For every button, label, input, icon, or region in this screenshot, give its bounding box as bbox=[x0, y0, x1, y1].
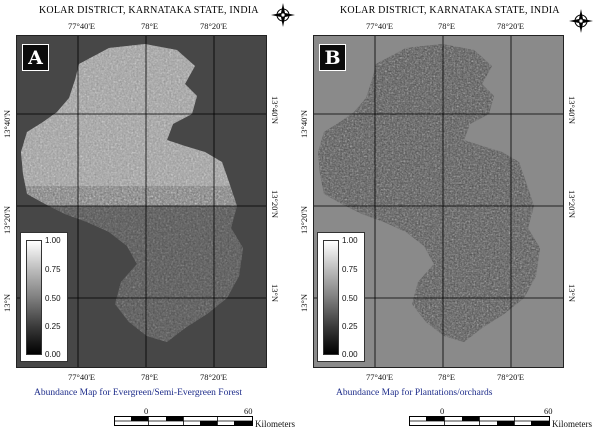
map-caption: Abundance Map for Evergreen/Semi-Evergre… bbox=[34, 388, 243, 398]
legend-label: 0.50 bbox=[45, 294, 61, 303]
abundance-map-forest bbox=[17, 36, 266, 367]
legend-gradient bbox=[26, 240, 42, 355]
scale-unit-label: Kilometers bbox=[552, 419, 592, 429]
lat-tick-right-3: 13°N bbox=[567, 284, 577, 303]
legend-label: 0.00 bbox=[342, 350, 358, 359]
lon-tick-top-1: 77°40'E bbox=[68, 21, 96, 31]
map-frame bbox=[16, 35, 267, 368]
legend-label: 0.00 bbox=[45, 350, 61, 359]
legend-label: 1.00 bbox=[45, 236, 61, 245]
map-title: KOLAR DISTRICT, KARNATAKA STATE, INDIA bbox=[340, 5, 560, 16]
lon-tick-top-3: 78°20'E bbox=[497, 21, 525, 31]
lat-tick-right-2: 13°20'N bbox=[270, 190, 280, 219]
lon-tick-bottom-3: 78°20'E bbox=[497, 372, 525, 382]
lon-tick-top-3: 78°20'E bbox=[200, 21, 228, 31]
panel-badge: B bbox=[319, 44, 346, 71]
panel-badge: A bbox=[22, 44, 49, 71]
lat-tick-right-2: 13°20'N bbox=[567, 190, 577, 219]
scale-end-label: 60 bbox=[544, 406, 553, 416]
lon-tick-bottom-2: 78°E bbox=[141, 372, 159, 382]
scale-bar bbox=[114, 416, 253, 426]
north-arrow-compass-icon bbox=[271, 3, 295, 27]
north-arrow-compass-icon bbox=[569, 9, 593, 33]
lat-tick-left-1: 13°40'N bbox=[299, 109, 309, 138]
lon-tick-bottom-2: 78°E bbox=[438, 372, 456, 382]
lat-tick-right-1: 13°40'N bbox=[567, 96, 577, 125]
map-title: KOLAR DISTRICT, KARNATAKA STATE, INDIA bbox=[39, 5, 259, 16]
map-caption: Abundance Map for Plantations/orchards bbox=[336, 388, 493, 398]
lon-tick-top-2: 78°E bbox=[141, 21, 159, 31]
legend-label: 1.00 bbox=[342, 236, 358, 245]
legend-label: 0.25 bbox=[45, 322, 61, 331]
legend-gradient bbox=[323, 240, 339, 355]
scale-unit-label: Kilometers bbox=[255, 419, 295, 429]
legend-colorbar: 1.00 0.75 0.50 0.25 0.00 bbox=[20, 232, 68, 362]
legend-label: 0.25 bbox=[342, 322, 358, 331]
lat-tick-right-1: 13°40'N bbox=[270, 96, 280, 125]
scale-end-label: 60 bbox=[244, 406, 253, 416]
scale-bar bbox=[409, 416, 550, 426]
lat-tick-left-3: 13°N bbox=[2, 293, 12, 312]
lon-tick-top-1: 77°40'E bbox=[366, 21, 394, 31]
scale-start-label: 0 bbox=[144, 406, 149, 416]
scale-start-label: 0 bbox=[440, 406, 445, 416]
lon-tick-bottom-1: 77°40'E bbox=[366, 372, 394, 382]
legend-label: 0.50 bbox=[342, 294, 358, 303]
lat-tick-left-2: 13°20'N bbox=[299, 205, 309, 234]
lon-tick-bottom-3: 78°20'E bbox=[200, 372, 228, 382]
legend-label: 0.75 bbox=[342, 265, 358, 274]
legend-label: 0.75 bbox=[45, 265, 61, 274]
lon-tick-top-2: 78°E bbox=[438, 21, 456, 31]
lat-tick-right-3: 13°N bbox=[270, 284, 280, 303]
lat-tick-left-1: 13°40'N bbox=[2, 109, 12, 138]
lat-tick-left-3: 13°N bbox=[299, 293, 309, 312]
legend-colorbar: 1.00 0.75 0.50 0.25 0.00 bbox=[317, 232, 365, 362]
lon-tick-bottom-1: 77°40'E bbox=[68, 372, 96, 382]
lat-tick-left-2: 13°20'N bbox=[2, 205, 12, 234]
